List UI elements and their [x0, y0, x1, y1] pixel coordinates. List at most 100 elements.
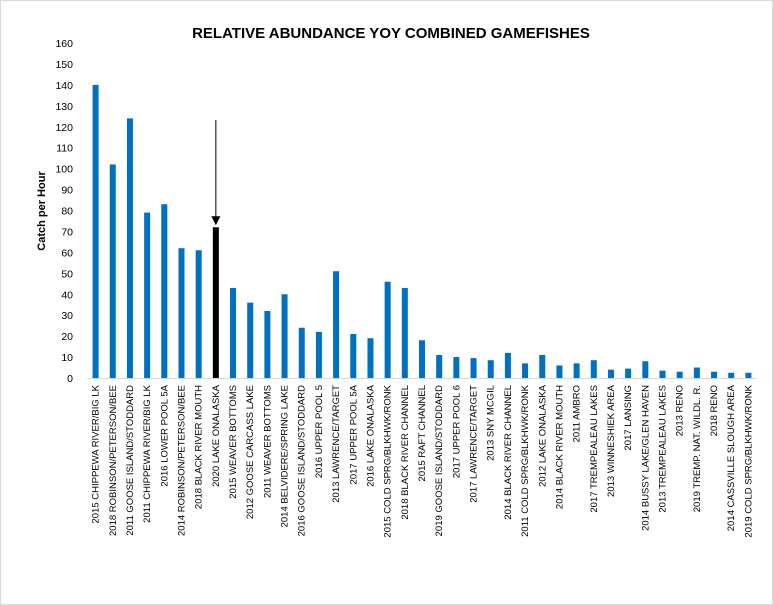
- bar: [401, 287, 408, 378]
- y-tick-label: 60: [61, 247, 73, 259]
- bar: [109, 164, 116, 378]
- y-tick-label: 100: [55, 164, 73, 176]
- bar: [487, 360, 494, 378]
- bar: [745, 372, 752, 378]
- y-tick-label: 140: [55, 80, 73, 92]
- x-tick-label: 2017 UPPER POOL 5A: [348, 384, 359, 484]
- bar: [161, 204, 168, 378]
- x-tick-label: 2013 SNY MCGIL: [486, 385, 497, 461]
- bar: [419, 340, 425, 378]
- bar: [281, 294, 288, 378]
- x-tick-label: 2014 ROBINSON/PETERSON/BEE: [176, 385, 187, 536]
- bar-highlighted: [212, 227, 219, 378]
- x-tick-label: 2014 BLACK RIVER CHANNEL: [503, 385, 514, 520]
- bar: [144, 212, 151, 378]
- bar: [625, 368, 632, 378]
- x-tick-label: 2014 BUSSY LAKE/GLEN HAVEN: [640, 385, 651, 531]
- x-tick-label: 2019 TREMP. NAT. WILDL. R.: [692, 385, 703, 512]
- y-tick-label: 40: [61, 289, 73, 301]
- bar: [470, 358, 477, 378]
- x-tick-label: 2015 CHIPPEWA RIVER/BIG LK: [91, 384, 102, 523]
- bar: [315, 331, 322, 378]
- bars: [92, 84, 752, 379]
- bar: [126, 118, 133, 379]
- x-tick-label: 2018 BLACK RIVER CHANNEL: [400, 385, 411, 520]
- x-tick-label: 2019 COLD SPRG/BLKHWK/RONK: [743, 384, 754, 537]
- bar: [367, 338, 374, 378]
- y-axis-label: Catch per Hour: [36, 171, 48, 251]
- x-tick-label: 2012 GOOSE CARCASS LAKE: [245, 385, 256, 519]
- x-tick-label: 2016 LOWER POOL 5A: [159, 384, 170, 486]
- bar: [693, 367, 700, 378]
- bar: [178, 248, 185, 378]
- y-tick-label: 120: [55, 122, 73, 134]
- x-tick-label: 2011 WEAVER BOTTOMS: [262, 385, 273, 498]
- y-tick-label: 0: [67, 373, 73, 385]
- y-tick-label: 150: [55, 59, 73, 71]
- bar: [556, 365, 563, 378]
- x-tick-label: 2017 TREMPEALEAU LAKES: [589, 385, 600, 513]
- x-tick-label: 2014 CASSVILLE SLOUGH AREA: [726, 384, 737, 531]
- y-tick-label: 90: [61, 185, 73, 197]
- x-tick-label: 2016 UPPER POOL 5: [314, 385, 325, 478]
- x-tick-label: 2018 RENO: [709, 385, 720, 436]
- x-tick-label: 2014 BLACK RIVER MOUTH: [554, 385, 565, 509]
- y-tick-label: 20: [61, 331, 73, 343]
- bar: [350, 334, 357, 378]
- bar: [298, 327, 305, 378]
- bar: [504, 352, 511, 379]
- x-tick-label: 2020 LAKE ONALASKA: [211, 384, 222, 487]
- x-tick-label: 2011 GOOSE ISLAND/STODDARD: [125, 385, 136, 536]
- x-tick-label: 2017 LANSING: [623, 385, 634, 450]
- bar: [195, 250, 202, 378]
- x-tick-label: 2015 RAFT CHANNEL: [417, 385, 428, 481]
- bar: [711, 371, 718, 378]
- y-tick-label: 70: [61, 226, 73, 238]
- bar: [642, 361, 649, 378]
- bar: [676, 371, 683, 378]
- x-tick-label: 2012 LAKE ONALASKA: [537, 384, 548, 487]
- bar: [539, 354, 546, 378]
- y-tick-label: 80: [61, 206, 73, 218]
- x-axis-ticks: 2015 CHIPPEWA RIVER/BIG LK 2018 ROBINSON/…: [91, 384, 755, 537]
- x-tick-label: 2013 LAWRENCE/TARGET: [331, 385, 342, 503]
- x-tick-label: 2017 UPPER POOL 6: [451, 385, 462, 478]
- x-tick-label: 2011 CHIPPEWA RIVER/BIG LK: [142, 384, 153, 522]
- bar: [590, 360, 597, 378]
- y-axis-ticks: 0 10 20 30 40 50 60 70 80 90 100 110 120 130 140 150 160: [55, 38, 73, 385]
- x-tick-label: 2017 LAWRENCE/TARGET: [469, 385, 480, 503]
- y-tick-label: 160: [55, 38, 73, 50]
- bar: [728, 372, 735, 378]
- x-tick-label: 2013 TREMPEALEAU LAKES: [658, 385, 669, 513]
- chart-title: RELATIVE ABUNDANCE YOY COMBINED GAMEFISH…: [192, 25, 590, 42]
- bar: [453, 357, 460, 378]
- bar: [573, 363, 580, 378]
- x-tick-label: 2014 BELVIDERE/SPRING LAKE: [280, 385, 291, 527]
- x-tick-label: 2018 BLACK RIVER MOUTH: [194, 385, 205, 509]
- y-tick-label: 110: [56, 143, 73, 155]
- x-tick-label: 2011 AMBRO: [572, 385, 583, 442]
- x-tick-label: 2018 ROBINSON/PETERSON/BEE: [108, 385, 119, 536]
- bar: [384, 281, 391, 378]
- y-tick-label: 10: [61, 352, 73, 364]
- arrow-head: [211, 216, 221, 226]
- bar: [607, 369, 614, 379]
- x-tick-label: 2016 GOOSE ISLAND/STODDARD: [297, 385, 308, 536]
- x-tick-label: 2019 GOOSE ISLAND/STODDARD: [434, 385, 445, 536]
- bar: [230, 287, 237, 378]
- x-tick-label: 2015 COLD SPRG/BLKHWK/RONK: [383, 384, 394, 537]
- x-tick-label: 2011 COLD SPRG/BLKHWK/RONK: [520, 384, 531, 537]
- x-tick-label: 2015 WEAVER BOTTOMS: [228, 385, 239, 499]
- x-tick-label: 2013 WINNESHIEK AREA: [606, 384, 617, 497]
- x-tick-label: 2013 RENO: [675, 385, 686, 436]
- bar: [92, 84, 99, 379]
- highlight-arrow: [211, 120, 221, 226]
- y-tick-label: 130: [55, 101, 73, 113]
- bar: [333, 271, 340, 378]
- y-tick-label: 30: [61, 310, 73, 322]
- x-tick-label: 2016 LAKE ONALASKA: [365, 384, 376, 487]
- bar: [659, 370, 666, 378]
- bar: [247, 302, 254, 379]
